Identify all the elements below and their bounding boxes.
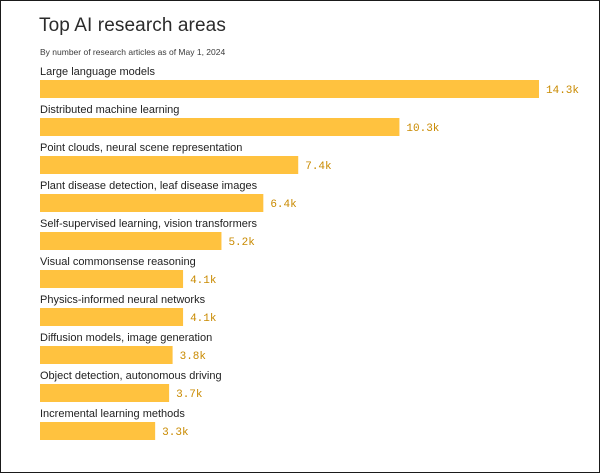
category-label: Object detection, autonomous driving: [40, 370, 222, 382]
value-label: 3.3k: [162, 427, 189, 439]
chart-title: Top AI research areas: [39, 15, 226, 36]
value-label: 3.8k: [180, 351, 207, 363]
category-label: Incremental learning methods: [40, 408, 185, 420]
value-label: 6.4k: [270, 199, 297, 211]
category-label: Visual commonsense reasoning: [40, 256, 196, 268]
bar: [40, 422, 156, 440]
bar: [40, 194, 264, 212]
bar: [40, 232, 222, 250]
category-label: Plant disease detection, leaf disease im…: [40, 180, 258, 192]
value-label: 10.3k: [406, 123, 439, 135]
value-label: 5.2k: [228, 237, 255, 249]
category-label: Point clouds, neural scene representatio…: [40, 142, 242, 154]
value-label: 4.1k: [190, 313, 217, 325]
category-label: Distributed machine learning: [40, 104, 179, 116]
bar: [40, 384, 170, 402]
bar: [40, 346, 173, 364]
category-label: Self-supervised learning, vision transfo…: [40, 218, 258, 230]
chart-subtitle: By number of research articles as of May…: [40, 47, 226, 57]
bar: [40, 156, 299, 174]
category-label: Large language models: [40, 66, 155, 78]
value-label: 3.7k: [176, 389, 203, 401]
value-label: 7.4k: [305, 161, 332, 173]
bar: [40, 80, 539, 98]
bar: [40, 308, 184, 326]
bar: [40, 118, 400, 136]
category-label: Physics-informed neural networks: [40, 294, 206, 306]
category-label: Diffusion models, image generation: [40, 332, 212, 344]
value-label: 14.3k: [546, 85, 579, 97]
value-label: 4.1k: [190, 275, 217, 287]
bar: [40, 270, 184, 288]
